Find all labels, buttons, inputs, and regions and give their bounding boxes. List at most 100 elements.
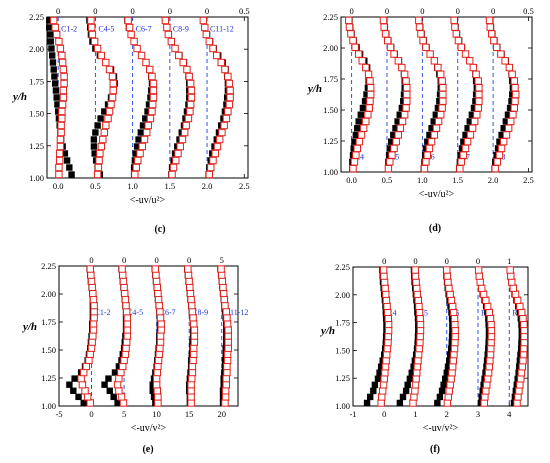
- filled-square-point: [51, 73, 58, 80]
- open-square-point: [224, 107, 232, 116]
- open-square-point: [187, 380, 195, 389]
- filled-square-point: [90, 136, 98, 143]
- open-square-point: [414, 296, 423, 304]
- open-square-point: [403, 90, 411, 99]
- open-square-point: [383, 350, 391, 359]
- open-square-point: [133, 44, 141, 53]
- y-tick-label: 1.50: [323, 105, 338, 115]
- open-square-point: [396, 124, 405, 132]
- panel-c: 1.00 1.25 1.50 1.75 2.00 2.25 0.0 0.5 1.0 1.5 2.0 2…: [11, 6, 250, 235]
- open-square-point: [362, 117, 370, 126]
- open-square-point: [226, 93, 234, 102]
- open-square-point: [451, 23, 459, 31]
- open-square-point: [132, 163, 141, 172]
- open-square-point: [430, 57, 439, 65]
- top-tick-label: 0: [168, 6, 172, 16]
- open-square-point: [451, 320, 459, 329]
- filled-square-point: [149, 387, 156, 394]
- y-tick-label: 2.00: [323, 43, 338, 53]
- y-tick-label: 1.50: [29, 109, 44, 119]
- open-square-point: [414, 356, 422, 365]
- case-label: C1-2: [61, 24, 77, 33]
- open-square-point: [411, 266, 419, 274]
- open-square-point: [109, 79, 117, 88]
- open-square-point: [400, 111, 409, 119]
- open-square-point: [186, 283, 194, 292]
- open-square-point: [487, 326, 496, 335]
- series-r4: R4: [363, 266, 397, 407]
- x-tick-label: 3: [476, 409, 480, 419]
- open-square-point: [438, 104, 446, 112]
- open-square-point: [184, 265, 192, 273]
- open-square-point: [413, 369, 421, 377]
- open-square-point: [224, 72, 232, 81]
- open-square-point: [188, 374, 196, 383]
- open-square-point: [416, 338, 424, 347]
- filled-square-point: [357, 111, 365, 118]
- open-square-point: [77, 374, 85, 383]
- open-square-point: [402, 104, 410, 112]
- open-square-point: [444, 393, 453, 401]
- open-square-point: [56, 142, 65, 151]
- open-square-point: [511, 290, 520, 298]
- y-tick-label: 2.25: [41, 261, 56, 271]
- filled-square-point: [51, 80, 59, 87]
- open-square-point: [223, 320, 232, 328]
- open-square-point: [511, 97, 519, 105]
- open-square-point: [412, 375, 420, 383]
- open-square-point: [384, 332, 393, 341]
- open-square-point: [58, 107, 66, 116]
- open-square-point: [140, 135, 149, 144]
- open-square-point: [89, 320, 98, 328]
- open-square-point: [518, 308, 526, 317]
- filled-square-point: [390, 131, 397, 139]
- open-square-point: [59, 86, 68, 95]
- open-square-point: [414, 350, 423, 359]
- series-c11-12: C11-12: [199, 16, 234, 179]
- open-square-point: [174, 149, 182, 158]
- open-square-point: [225, 100, 234, 109]
- panel-label: (d): [429, 223, 441, 234]
- open-square-point: [377, 399, 385, 407]
- open-square-point: [382, 290, 390, 298]
- top-tick-label: 0: [130, 6, 134, 16]
- open-square-point: [380, 375, 388, 383]
- open-square-point: [218, 277, 227, 285]
- open-square-point: [187, 387, 195, 395]
- open-square-point: [58, 114, 66, 123]
- open-square-point: [358, 57, 366, 65]
- open-square-point: [51, 23, 59, 32]
- open-square-point: [345, 16, 353, 25]
- filled-square-point: [396, 111, 403, 118]
- x-tick-label: 2.5: [523, 175, 534, 185]
- filled-square-point: [388, 138, 395, 145]
- open-square-point: [353, 144, 361, 153]
- filled-square-point: [139, 122, 147, 129]
- series-r8: R8: [485, 16, 520, 173]
- open-square-point: [473, 111, 481, 119]
- open-square-point: [446, 290, 454, 298]
- open-square-point: [148, 107, 156, 116]
- y-tick-label: 1.00: [323, 167, 338, 177]
- open-square-point: [413, 284, 421, 292]
- series-c8-9: C8-9: [161, 16, 196, 179]
- open-square-point: [359, 124, 368, 132]
- open-square-point: [520, 344, 528, 353]
- x-tick-label: 4: [507, 409, 512, 419]
- open-square-point: [90, 37, 99, 46]
- filled-square-point: [70, 387, 77, 394]
- open-square-point: [378, 387, 387, 395]
- open-square-point: [57, 121, 65, 130]
- open-square-point: [226, 86, 234, 95]
- filled-square-point: [402, 387, 410, 395]
- open-square-point: [379, 16, 388, 25]
- open-square-point: [365, 104, 373, 112]
- top-tick-label: 0: [445, 256, 449, 266]
- open-square-point: [409, 399, 417, 407]
- open-square-point: [495, 151, 504, 159]
- open-square-point: [517, 369, 526, 377]
- open-square-point: [78, 380, 87, 389]
- open-square-point: [514, 393, 522, 401]
- filled-square-point: [504, 111, 512, 118]
